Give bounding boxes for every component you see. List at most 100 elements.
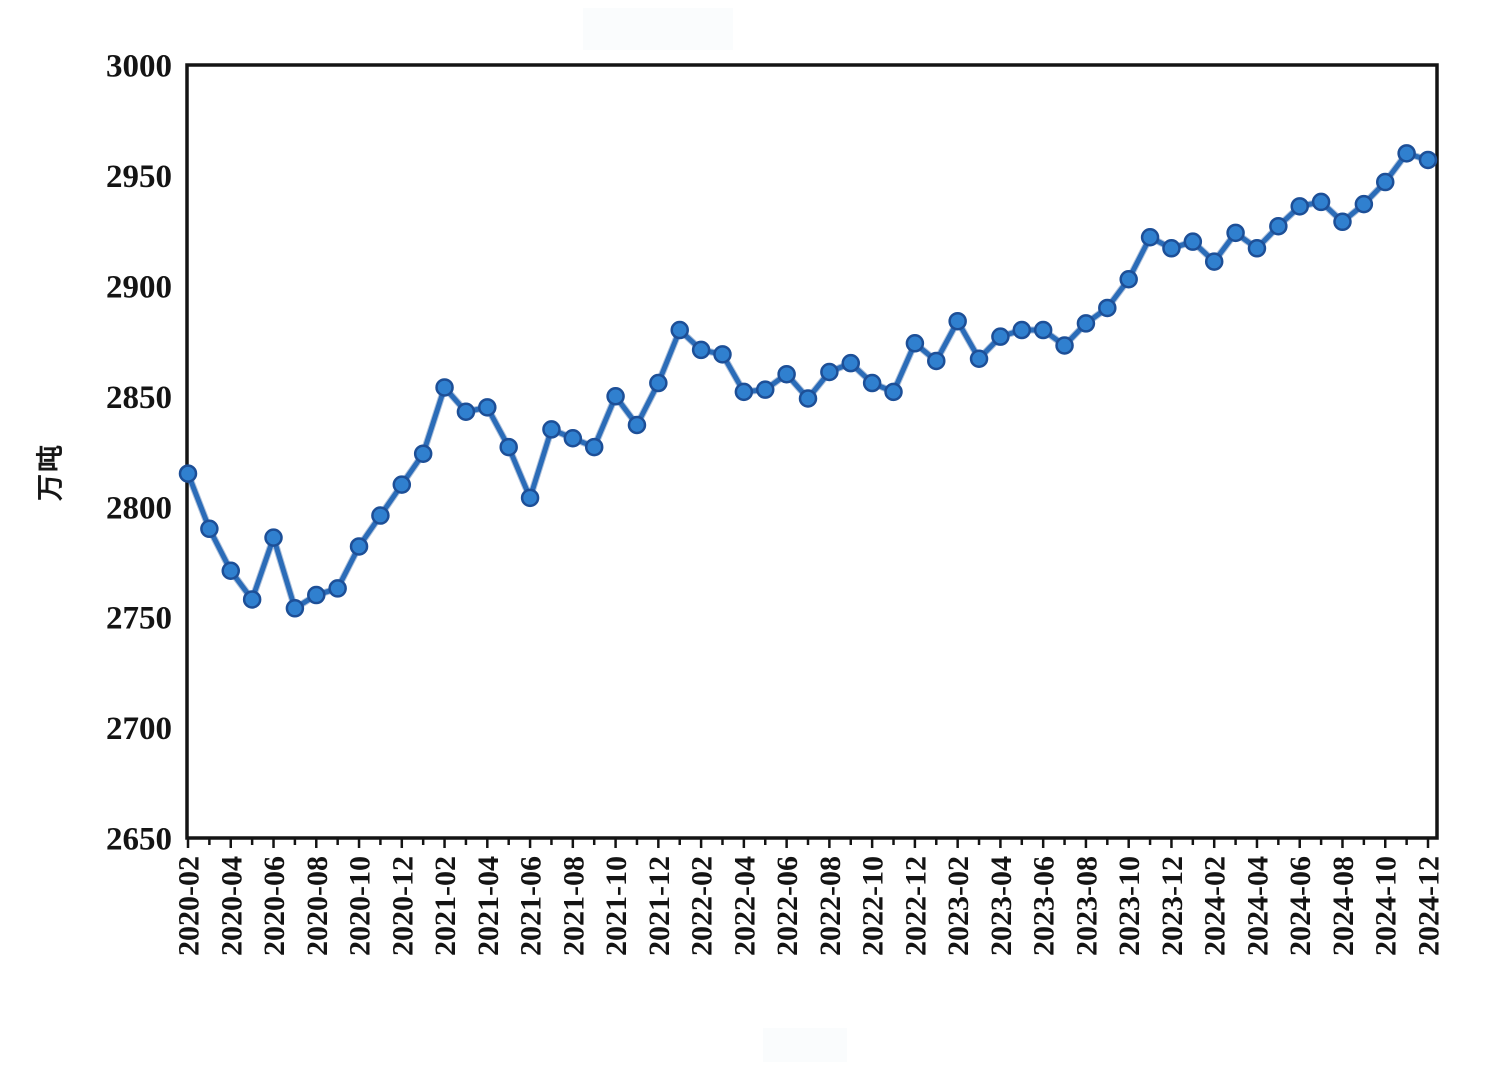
plot-frame — [185, 63, 1439, 840]
y-tick-label: 3000 — [106, 49, 172, 85]
y-tick-label: 2900 — [106, 269, 172, 305]
data-point-marker — [1418, 150, 1438, 170]
data-point-marker — [606, 387, 625, 406]
x-tick-label: 2020-06 — [258, 856, 291, 956]
x-tick-label: 2020-12 — [386, 856, 419, 956]
data-point-marker — [1204, 252, 1224, 271]
data-point-marker — [1269, 216, 1288, 236]
data-point-marker — [1397, 144, 1416, 163]
data-point-marker — [221, 561, 241, 581]
data-point-marker — [1098, 298, 1117, 318]
data-point-marker — [841, 353, 861, 373]
x-tick-label: 2021-04 — [472, 856, 505, 956]
y-tick-label: 2850 — [106, 380, 172, 416]
data-point-marker — [820, 362, 839, 382]
data-point-marker — [285, 599, 305, 618]
data-point-marker — [200, 519, 219, 539]
erased-title-area — [583, 8, 733, 50]
data-point-marker — [755, 380, 775, 399]
x-tick-label: 2023-06 — [1028, 856, 1061, 956]
x-tick-label: 2023-04 — [985, 856, 1018, 956]
x-tick-label: 2021-12 — [643, 856, 676, 956]
x-tick-label: 2023-08 — [1070, 856, 1103, 956]
data-point-marker — [392, 475, 412, 494]
data-point-marker — [242, 590, 262, 609]
data-point-marker — [264, 528, 283, 547]
data-point-marker — [1055, 336, 1074, 355]
data-point-marker — [1375, 172, 1395, 192]
series-line — [185, 150, 1431, 611]
x-tick-label: 2024-10 — [1370, 856, 1403, 956]
x-tick-label: 2022-10 — [857, 856, 890, 956]
data-point-marker — [713, 345, 732, 364]
data-point-marker — [927, 351, 946, 371]
y-axis-label: 万吨 — [35, 443, 66, 501]
data-point-marker — [948, 311, 967, 331]
data-point-marker — [1354, 194, 1374, 214]
data-point-marker — [413, 444, 433, 463]
y-tick-label: 2700 — [106, 711, 172, 747]
x-tick-label: 2024-04 — [1241, 856, 1274, 956]
data-point-marker — [1012, 320, 1032, 340]
data-point-marker — [584, 437, 604, 457]
data-point-marker — [307, 585, 326, 605]
data-point-marker — [884, 382, 903, 402]
data-point-marker — [798, 389, 818, 408]
x-tick-label: 2021-08 — [557, 856, 590, 956]
data-point-marker — [1140, 228, 1160, 247]
y-tick-label: 2650 — [106, 822, 172, 858]
data-point-marker — [1183, 232, 1203, 251]
data-point-marker — [905, 334, 925, 353]
data-point-marker — [1033, 320, 1053, 340]
data-point-marker — [371, 506, 390, 525]
x-tick-label: 2021-10 — [600, 856, 633, 956]
data-point-marker — [435, 378, 454, 397]
data-point-marker — [478, 398, 497, 417]
data-point-marker — [1247, 239, 1267, 258]
data-point-marker — [520, 488, 540, 508]
data-point-marker — [349, 537, 369, 556]
x-tick-label: 2023-02 — [942, 856, 975, 956]
data-point-marker — [178, 464, 198, 483]
data-point-marker — [1119, 269, 1138, 289]
x-tick-label: 2022-02 — [686, 856, 719, 956]
x-tick-label: 2022-08 — [814, 856, 847, 956]
data-point-marker — [499, 437, 518, 457]
x-tick-label: 2022-04 — [728, 856, 761, 956]
data-point-marker — [1333, 212, 1352, 232]
x-tick-label: 2021-06 — [515, 856, 548, 956]
x-tick-label: 2024-02 — [1199, 856, 1232, 956]
data-point-marker — [542, 420, 561, 439]
x-tick-label: 2024-06 — [1284, 856, 1317, 956]
y-tick-label: 2800 — [106, 490, 172, 526]
data-point-marker — [691, 340, 711, 360]
data-point-marker — [649, 373, 668, 393]
data-point-marker — [328, 579, 347, 598]
x-tick-label: 2023-10 — [1113, 856, 1146, 956]
x-tick-label: 2022-06 — [771, 856, 804, 956]
data-point-marker — [734, 382, 754, 402]
x-tick-label: 2020-08 — [301, 856, 334, 956]
data-point-marker — [1076, 314, 1096, 333]
data-point-marker — [862, 373, 882, 393]
data-point-marker — [1162, 239, 1181, 258]
data-point-marker — [777, 364, 796, 384]
erased-caption-area — [763, 1028, 847, 1062]
x-tick-label: 2021-02 — [429, 856, 462, 956]
y-tick-label: 2950 — [106, 159, 172, 195]
x-tick-label: 2022-12 — [899, 856, 932, 956]
x-tick-label: 2024-08 — [1327, 856, 1360, 956]
data-point-marker — [1226, 223, 1245, 243]
y-tick-label: 2750 — [106, 601, 172, 637]
data-point-marker — [456, 402, 476, 421]
x-tick-label: 2024-12 — [1413, 856, 1446, 956]
series-line-shadow — [184, 149, 1432, 612]
x-tick-label: 2020-02 — [173, 856, 206, 956]
data-point-marker — [1290, 197, 1309, 216]
data-point-marker — [627, 415, 647, 435]
x-tick-label: 2023-12 — [1156, 856, 1189, 956]
x-tick-label: 2020-10 — [344, 856, 377, 956]
data-point-marker — [563, 428, 583, 448]
